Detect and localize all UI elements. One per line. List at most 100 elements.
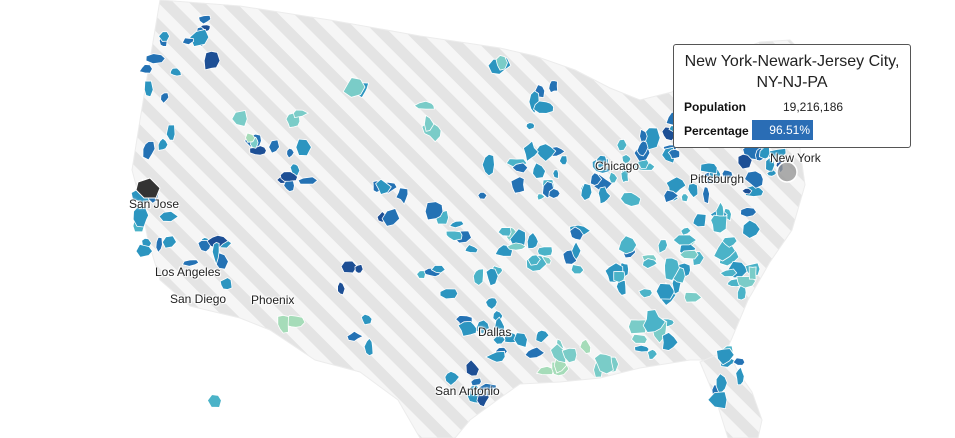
metro-area[interactable]: [535, 365, 554, 376]
metro-area[interactable]: [700, 162, 718, 175]
metro-area[interactable]: [484, 350, 506, 363]
metro-area[interactable]: [165, 124, 176, 141]
metro-area[interactable]: [510, 176, 526, 194]
metro-area[interactable]: [597, 186, 612, 205]
metro-area[interactable]: [558, 155, 568, 166]
metro-area[interactable]: [665, 176, 687, 195]
metro-area[interactable]: [616, 138, 628, 152]
metro-area[interactable]: [595, 154, 608, 170]
metro-area[interactable]: [536, 193, 546, 201]
metro-area[interactable]: [169, 67, 182, 77]
metro-area[interactable]: [161, 235, 177, 249]
metro-area[interactable]: [617, 235, 638, 255]
metro-area[interactable]: [741, 188, 753, 195]
metro-area[interactable]: [203, 50, 221, 71]
metro-area[interactable]: [472, 268, 484, 286]
metro-area[interactable]: [157, 137, 169, 151]
metro-area[interactable]: [135, 243, 154, 258]
metro-area[interactable]: [465, 359, 480, 377]
metro-area[interactable]: [189, 28, 210, 47]
metro-area[interactable]: [492, 334, 506, 345]
metro-area[interactable]: [748, 266, 757, 281]
metro-area[interactable]: [639, 128, 648, 143]
metro-area[interactable]: [631, 333, 648, 344]
metro-area[interactable]: [642, 309, 666, 333]
metro-area[interactable]: [710, 214, 728, 234]
metro-area[interactable]: [719, 268, 738, 278]
metro-area[interactable]: [286, 147, 295, 159]
metro-area[interactable]: [363, 337, 374, 357]
metro-area[interactable]: [593, 353, 614, 375]
metro-area[interactable]: [561, 347, 578, 364]
metro-area[interactable]: [721, 236, 738, 248]
metro-area[interactable]: [608, 171, 618, 184]
metro-area[interactable]: [477, 191, 488, 200]
metro-area[interactable]: [340, 260, 358, 274]
metro-area[interactable]: [580, 182, 593, 202]
metro-area[interactable]: [513, 332, 528, 348]
metro-area[interactable]: [132, 202, 150, 228]
metro-area[interactable]: [245, 132, 256, 143]
metro-area[interactable]: [277, 314, 289, 334]
metro-area[interactable]: [569, 226, 584, 241]
metro-area[interactable]: [683, 291, 703, 303]
metro-area[interactable]: [375, 178, 392, 195]
metro-area[interactable]: [142, 140, 156, 161]
metro-area[interactable]: [354, 263, 364, 274]
metro-area[interactable]: [570, 264, 585, 275]
metro-area[interactable]: [620, 168, 629, 184]
metro-area[interactable]: [457, 320, 478, 337]
metro-area-san-jose[interactable]: [135, 177, 161, 199]
metro-area[interactable]: [439, 288, 459, 300]
metro-area[interactable]: [448, 220, 465, 229]
metro-area[interactable]: [464, 244, 479, 254]
metro-area[interactable]: [506, 242, 527, 251]
metro-area[interactable]: [342, 77, 366, 98]
metro-area[interactable]: [138, 64, 153, 74]
metro-area[interactable]: [268, 139, 280, 154]
metro-area[interactable]: [424, 201, 444, 221]
metro-area[interactable]: [155, 236, 163, 254]
metro-area[interactable]: [672, 234, 698, 246]
metro-area[interactable]: [537, 246, 553, 257]
metro-area[interactable]: [638, 288, 653, 299]
metro-areas[interactable]: [130, 14, 787, 410]
metro-area[interactable]: [735, 366, 745, 386]
metro-area[interactable]: [647, 348, 658, 360]
metro-area[interactable]: [511, 162, 529, 174]
metro-area[interactable]: [621, 154, 632, 165]
metro-area[interactable]: [292, 109, 310, 119]
metro-area[interactable]: [485, 297, 498, 310]
metro-area[interactable]: [198, 14, 212, 25]
metro-area[interactable]: [742, 219, 761, 239]
metro-area[interactable]: [470, 377, 482, 387]
metro-area[interactable]: [481, 153, 495, 177]
metro-area[interactable]: [642, 258, 658, 269]
metro-area[interactable]: [657, 239, 668, 254]
metro-area[interactable]: [679, 249, 699, 260]
metro-area[interactable]: [158, 210, 180, 222]
metro-area[interactable]: [430, 264, 446, 274]
metro-area[interactable]: [346, 330, 364, 342]
metro-area[interactable]: [527, 254, 541, 266]
metro-area[interactable]: [613, 270, 626, 283]
metro-area[interactable]: [181, 259, 200, 267]
metro-area[interactable]: [524, 346, 546, 359]
metro-area[interactable]: [211, 242, 220, 266]
metro-area[interactable]: [207, 394, 222, 408]
metro-area[interactable]: [206, 234, 229, 250]
metro-area[interactable]: [579, 338, 592, 354]
metro-area[interactable]: [687, 182, 699, 199]
metro-area[interactable]: [533, 100, 555, 114]
metro-area[interactable]: [381, 208, 401, 227]
metro-area[interactable]: [416, 270, 426, 279]
metro-area[interactable]: [360, 313, 373, 326]
metro-area[interactable]: [495, 55, 508, 71]
metro-area[interactable]: [716, 348, 735, 366]
metro-area[interactable]: [143, 80, 154, 98]
metro-area[interactable]: [743, 170, 764, 189]
metro-area[interactable]: [526, 232, 539, 250]
metro-area[interactable]: [413, 100, 435, 110]
metro-area[interactable]: [707, 391, 728, 410]
metro-area[interactable]: [494, 316, 505, 335]
